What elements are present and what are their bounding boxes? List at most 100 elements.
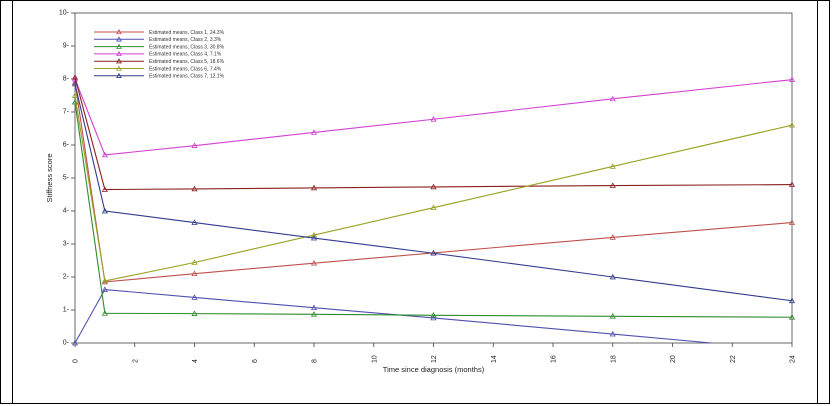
series-line xyxy=(74,288,712,344)
table-right-border xyxy=(817,0,818,404)
legend-label: Estimated means, Class 6, 7.4% xyxy=(149,66,222,72)
legend-label: Estimated means, Class 7, 12.1% xyxy=(149,74,225,80)
legend-item: Estimated means, Class 4, 7.1% xyxy=(94,50,222,58)
data-point xyxy=(101,186,108,192)
legend-item: Estimated means, Class 5, 18.6% xyxy=(94,58,225,65)
y-axis-label: Stiffness score xyxy=(45,153,54,202)
legend-marker xyxy=(116,58,122,64)
data-point xyxy=(609,330,616,337)
data-point xyxy=(430,314,437,321)
y-tick-label: 6- xyxy=(63,142,70,149)
x-tick-label: 24 xyxy=(790,355,797,363)
data-point xyxy=(788,297,796,304)
data-point xyxy=(609,182,616,188)
legend-label: Estimated means, Class 4, 7.1% xyxy=(149,52,222,58)
legend-marker xyxy=(116,65,122,71)
x-tick-label: 2 xyxy=(132,359,139,363)
x-tick-label: 14 xyxy=(491,355,498,363)
legend-marker xyxy=(116,43,122,49)
x-axis-label: Time since diagnosis (months) xyxy=(383,365,485,374)
data-point xyxy=(609,163,616,169)
legend-label: Estimated means, Class 2, 3.3% xyxy=(149,37,222,43)
table-left-border xyxy=(12,0,13,404)
legend: Estimated means, Class 1, 24.3%Estimated… xyxy=(94,28,225,80)
x-tick-label: 8 xyxy=(312,359,319,363)
data-point xyxy=(101,286,108,292)
y-tick-label: 2- xyxy=(63,274,70,281)
x-tick-label: 22 xyxy=(730,355,737,363)
data-point xyxy=(101,278,108,285)
x-tick-label: 4 xyxy=(192,359,199,363)
x-tick-label: 6 xyxy=(252,359,259,363)
series-7 xyxy=(71,80,796,304)
data-point xyxy=(191,142,198,148)
y-tick-label: 7- xyxy=(63,109,70,116)
data-point xyxy=(609,313,616,319)
data-point xyxy=(788,181,796,187)
x-tick-label: 20 xyxy=(670,355,677,363)
series-line xyxy=(74,102,793,318)
data-point xyxy=(310,304,318,311)
y-tick-label: 8- xyxy=(63,76,70,83)
legend-marker xyxy=(116,36,122,42)
series-line xyxy=(74,78,793,156)
data-point xyxy=(191,259,198,265)
data-point xyxy=(430,250,437,256)
data-point xyxy=(101,277,108,284)
data-point xyxy=(101,207,108,214)
y-tick-label: 5- xyxy=(63,175,70,182)
chart-axes: 0-1-2-3-4-5-6-7-8-9-10-0 2 4 6 8 10 12 14 16 18 20… xyxy=(59,10,797,364)
series-5 xyxy=(71,74,796,192)
data-point xyxy=(788,76,796,82)
data-point xyxy=(101,310,108,316)
data-point xyxy=(430,204,437,211)
data-point xyxy=(788,121,796,128)
data-point xyxy=(430,116,437,122)
legend-label: Estimated means, Class 5, 18.6% xyxy=(149,59,225,65)
legend-item: Estimated means, Class 6, 7.4% xyxy=(94,65,222,72)
data-point xyxy=(609,95,616,102)
data-point xyxy=(310,259,318,266)
data-point xyxy=(101,151,108,158)
series-line xyxy=(74,83,793,302)
data-point xyxy=(191,310,198,316)
legend-marker xyxy=(116,50,122,57)
data-point xyxy=(71,339,79,346)
y-tick-label: 9- xyxy=(63,43,70,50)
legend-item: Estimated means, Class 3, 30.8% xyxy=(94,43,225,50)
data-point xyxy=(310,129,318,135)
legend-marker xyxy=(116,72,122,78)
legend-item: Estimated means, Class 7, 12.1% xyxy=(94,72,225,80)
series-line xyxy=(74,77,793,191)
data-point xyxy=(191,185,198,192)
legend-item: Estimated means, Class 2, 3.3% xyxy=(94,36,222,43)
x-tick-label: 10 xyxy=(371,355,378,363)
data-point xyxy=(310,311,318,317)
data-point xyxy=(430,312,437,318)
data-point xyxy=(609,234,616,240)
data-point xyxy=(310,184,318,191)
data-point xyxy=(310,231,318,238)
data-point xyxy=(191,294,198,300)
y-tick-label: 10- xyxy=(59,10,70,17)
data-point xyxy=(310,234,318,241)
data-point xyxy=(609,273,616,280)
data-point xyxy=(71,74,79,80)
y-tick-label: 0- xyxy=(63,340,70,347)
data-point xyxy=(788,314,796,320)
series-line xyxy=(74,82,793,283)
data-point xyxy=(191,219,198,225)
y-tick-label: 1- xyxy=(63,307,70,314)
data-point xyxy=(71,92,79,98)
series-2 xyxy=(71,286,712,346)
legend-label: Estimated means, Class 1, 24.3% xyxy=(149,30,225,36)
legend-label: Estimated means, Class 3, 30.8% xyxy=(149,44,225,50)
y-tick-label: 3- xyxy=(63,241,70,248)
series-4 xyxy=(71,75,796,158)
legend-item: Estimated means, Class 1, 24.3% xyxy=(94,28,225,36)
legend-marker xyxy=(116,28,122,35)
x-tick-label: 0 xyxy=(73,359,80,363)
y-tick-label: 4- xyxy=(63,208,70,215)
